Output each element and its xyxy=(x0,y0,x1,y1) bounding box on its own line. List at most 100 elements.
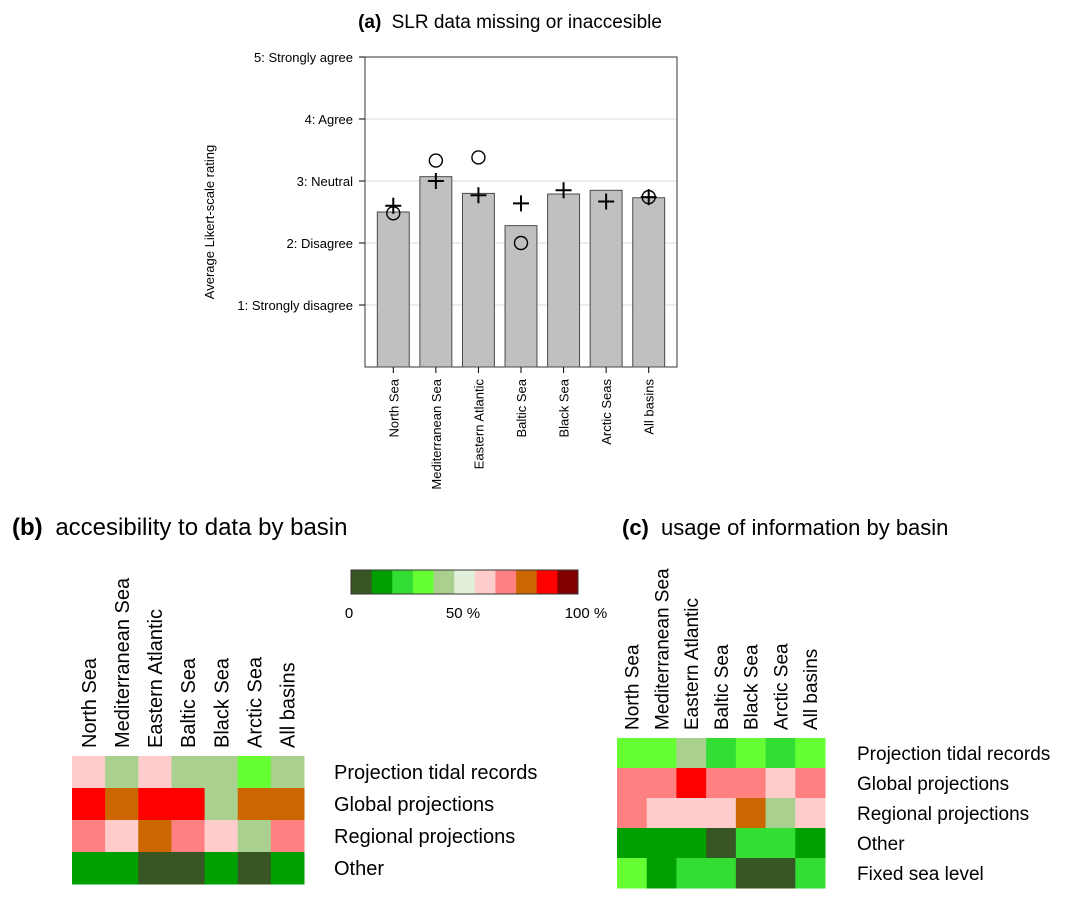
panel-c-cell xyxy=(735,738,767,769)
panel-c-cell xyxy=(617,828,648,859)
panel-a-xtick-label: Eastern Atlantic xyxy=(471,379,486,470)
panel-b-row-label: Projection tidal records xyxy=(334,762,537,784)
panel-b-cell xyxy=(204,756,239,789)
panel-b-cell xyxy=(105,788,139,821)
panel-c-cell xyxy=(617,738,648,769)
panel-c-cell xyxy=(706,738,737,769)
panel-a-plus-marker xyxy=(470,187,487,204)
panel-a-plus-marker xyxy=(598,193,615,210)
panel-c-cell xyxy=(646,768,677,799)
panel-b-cell xyxy=(72,852,106,885)
panel-a-xtick-label: All basins xyxy=(642,379,657,435)
panel-b-heatmap: Projection tidal records Global projectio… xyxy=(72,577,537,885)
panel-a-bar xyxy=(547,193,581,368)
panel-c-cell xyxy=(735,858,767,889)
panel-b-cell xyxy=(204,820,239,853)
panel-a-ytick-label: 4: Agree xyxy=(305,112,353,127)
panel-a-xtick-label: Black Sea xyxy=(557,378,572,437)
colorbar-label-max: 100 % xyxy=(565,605,608,622)
panel-c-cell xyxy=(617,768,648,799)
panel-c-row-label: Regional projections xyxy=(857,804,1029,825)
panel-b-cell xyxy=(237,820,272,853)
panel-a-xtick-label: North Sea xyxy=(386,378,401,437)
panel-b-cell xyxy=(270,852,305,885)
panel-c-cell xyxy=(646,738,677,769)
panel-a-bar xyxy=(589,189,623,368)
panel-b-row-label: Other xyxy=(334,858,384,880)
panel-b-cell xyxy=(72,820,106,853)
colorbar-swatch xyxy=(536,570,558,594)
colorbar-swatch xyxy=(392,570,414,594)
panel-b-cell xyxy=(105,852,139,885)
panel-c-heatmap: Projection tidal records Global projectio… xyxy=(617,568,1050,889)
panel-b-cell xyxy=(138,756,172,789)
panel-c-cell xyxy=(735,828,767,859)
panel-c-cell xyxy=(646,798,677,829)
panel-c-title-text: usage of information by basin xyxy=(661,515,948,540)
panel-b-cell xyxy=(138,820,172,853)
panel-b-col-label: Eastern Atlantic xyxy=(145,609,167,748)
panel-a-ylabel: Average Likert-scale rating xyxy=(202,145,217,299)
panel-c-cell xyxy=(706,768,737,799)
panel-b-cell xyxy=(237,788,272,821)
panel-c-cell xyxy=(676,798,707,829)
panel-a-ytick-label: 1: Strongly disagree xyxy=(237,298,353,313)
panel-b-cell xyxy=(204,852,239,885)
panel-a-bar xyxy=(376,211,410,368)
panel-a-bar xyxy=(419,176,453,368)
panel-c-cell xyxy=(676,768,707,799)
panel-b-cell xyxy=(204,788,239,821)
panel-a-chart: 1: Strongly disagree 2: Disagree 3: Neutra… xyxy=(237,50,678,490)
panel-b-cell xyxy=(72,756,106,789)
colorbar-label-mid: 50 % xyxy=(446,605,480,622)
panel-b-cell xyxy=(270,820,305,853)
colorbar-swatch xyxy=(516,570,538,594)
panel-b-cell xyxy=(72,788,106,821)
panel-c-cell xyxy=(706,828,737,859)
panel-c-col-label: North Sea xyxy=(623,644,644,730)
panel-a-plus-marker xyxy=(640,189,657,206)
panel-c-cell xyxy=(646,828,677,859)
panel-c-cell xyxy=(765,738,796,769)
colorbar-swatch xyxy=(557,570,579,594)
colorbar-swatch xyxy=(433,570,455,594)
panel-b-row-label: Regional projections xyxy=(334,826,515,848)
panel-c-cell xyxy=(795,798,826,829)
panel-c-cell xyxy=(646,858,677,889)
panel-a-ytick-label: 5: Strongly agree xyxy=(254,50,353,65)
panel-b-cell xyxy=(237,756,272,789)
panel-b-cell xyxy=(237,852,272,885)
panel-c-row-label: Global projections xyxy=(857,774,1009,795)
panel-c-cell xyxy=(706,798,737,829)
panel-b-cell xyxy=(171,820,206,853)
panel-c-label: (c) xyxy=(622,515,649,540)
panel-b-col-label: Baltic Sea xyxy=(178,657,200,748)
panel-b-cell xyxy=(138,788,172,821)
panel-a-bar xyxy=(504,225,538,368)
panel-a-plus-marker xyxy=(427,173,444,189)
panel-c-cell xyxy=(795,858,826,889)
panel-c-row-label: Projection tidal records xyxy=(857,744,1050,765)
colorbar-swatch xyxy=(495,570,517,594)
panel-a-plus-marker xyxy=(385,197,402,214)
panel-b-cell xyxy=(105,756,139,789)
panel-a-circle-marker xyxy=(513,235,529,251)
panel-a-circle-marker xyxy=(428,153,444,168)
panel-c-col-label: All basins xyxy=(801,649,822,730)
panel-a-plus-marker xyxy=(513,195,529,212)
panel-b-cell xyxy=(171,852,206,885)
panel-c-cell xyxy=(765,828,796,859)
panel-b-col-label: Arctic Sea xyxy=(244,656,266,748)
panel-c-cell xyxy=(765,768,796,799)
panel-a-xtick-label: Mediterranean Sea xyxy=(429,378,444,489)
panel-c-cell xyxy=(795,738,826,769)
panel-b-cell xyxy=(171,788,206,821)
colorbar-swatch xyxy=(454,570,476,594)
colorbar-frame xyxy=(350,569,579,595)
panel-c-col-label: Arctic Sea xyxy=(771,643,792,730)
panel-b-cell xyxy=(138,852,172,885)
panel-c-cell xyxy=(676,858,707,889)
panel-c-col-label: Mediterranean Sea xyxy=(652,568,673,730)
panel-b-col-label: North Sea xyxy=(79,657,101,748)
panel-b-col-label: All basins xyxy=(278,662,300,748)
